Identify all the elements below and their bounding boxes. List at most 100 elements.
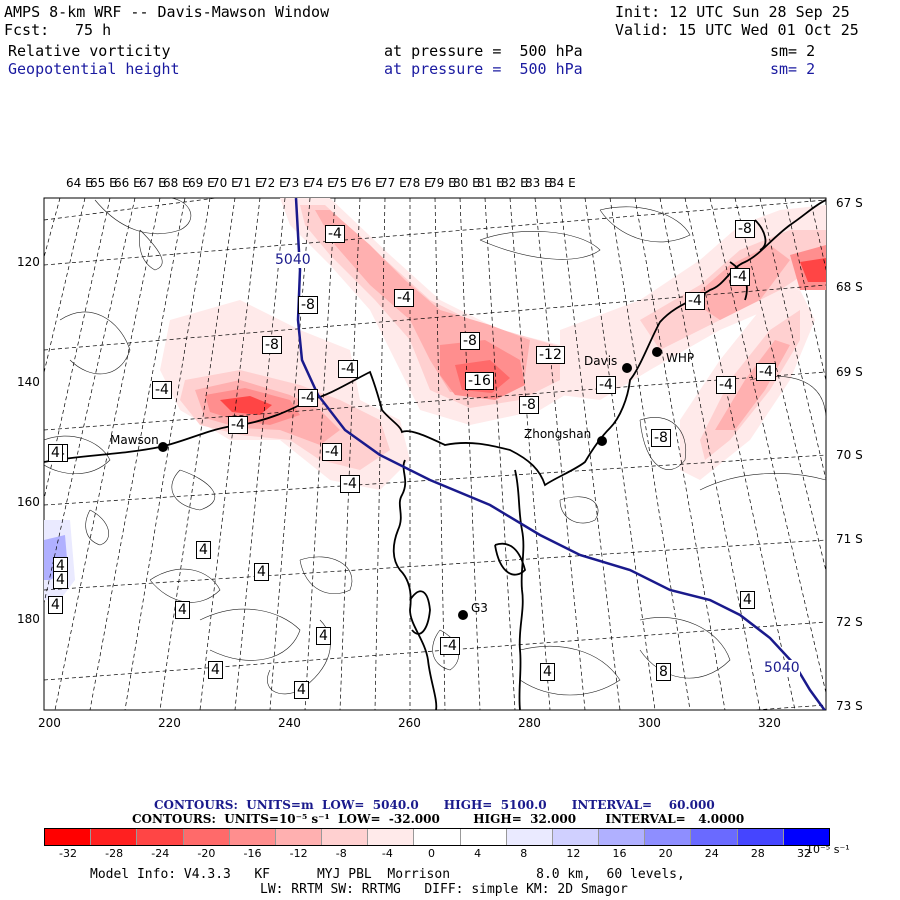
height-label: 5040 [275,252,311,268]
colorbar-swatch [91,829,138,845]
station-marker-zhongshan [597,436,607,446]
station-label-g3: G3 [471,601,488,615]
lon-label: 77 E [380,176,407,190]
colorbar-value: 20 [658,847,673,860]
colorbar-value: 24 [704,847,719,860]
vorticity-label: 4 [53,571,68,589]
lat-label: 73 S [836,699,863,713]
station-label-mawson: Mawson [110,433,159,447]
legend-height-contours: CONTOURS: UNITS=m LOW= 5040.0 HIGH= 5100… [154,798,715,812]
x-tick-label: 240 [278,716,301,730]
colorbar-swatch [783,829,829,845]
colorbar-swatch [137,829,184,845]
lon-label: 69 E [188,176,215,190]
x-tick-label: 280 [518,716,541,730]
lon-label: 81 E [477,176,504,190]
vorticity-label: -4 [716,376,736,394]
vorticity-label: -4 [338,360,358,378]
lon-label: 68 E [163,176,190,190]
y-tick-label: 120 [17,255,40,269]
field2-name: Geopotential height [8,60,180,78]
colorbar-swatch [460,829,507,845]
vorticity-label: -8 [735,220,755,238]
vorticity-label: 4 [196,541,211,559]
colorbar-swatch [322,829,369,845]
vorticity-label: 4 [254,563,269,581]
colorbar-swatch [737,829,784,845]
station-marker-g3 [458,610,468,620]
fcst-value: 75 h [75,21,112,39]
lon-label: 72 E [260,176,287,190]
vorticity-label: -8 [519,396,539,414]
vorticity-label: -4 [228,416,248,434]
field1-level: at pressure = 500 hPa [384,42,583,60]
lon-label: 73 E [284,176,311,190]
lat-label: 68 S [836,280,863,294]
init-time: Init: 12 UTC Sun 28 Sep 25 [615,3,850,21]
vorticity-label: -4 [730,268,750,286]
vorticity-label: -4 [298,389,318,407]
lon-label: 65 E [90,176,117,190]
model-physics: LW: RRTM SW: RRTMG DIFF: simple KM: 2D S… [260,882,628,897]
lon-label: 80 E [453,176,480,190]
height-label: 5040 [764,660,800,676]
colorbar-value: -8 [335,847,347,860]
station-label-whp: WHP [666,351,695,365]
vorticity-label: -12 [536,346,565,364]
height-contour-5040 [294,198,826,710]
vorticity-label: -4 [340,475,360,493]
lat-label: 69 S [836,365,863,379]
y-tick-label: 140 [17,375,40,389]
lat-label: 72 S [836,615,863,629]
vorticity-label: -8 [460,332,480,350]
colorbar-unit: 10⁻⁵ s⁻¹ [806,843,850,856]
lon-label: 78 E [405,176,432,190]
field1-name: Relative vorticity [8,42,171,60]
vorticity-fill [44,198,826,600]
vorticity-label: -8 [651,429,671,447]
x-tick-label: 300 [638,716,661,730]
colorbar-swatch [506,829,553,845]
vorticity-label: 4 [540,663,555,681]
colorbar-swatch [45,829,92,845]
vorticity-label: -4 [685,292,705,310]
colorbar-value: -24 [151,847,170,860]
vorticity-label: -4 [322,443,342,461]
x-tick-label: 220 [158,716,181,730]
colorbar-value: 4 [474,847,482,860]
x-tick-label: 200 [38,716,61,730]
field2-level: at pressure = 500 hPa [384,60,583,78]
map-content [44,198,826,710]
lon-label: 74 E [308,176,335,190]
vorticity-label: -4 [325,225,345,243]
meridians [44,198,826,710]
lat-label: 67 S [836,196,863,210]
colorbar-swatch [275,829,323,845]
vorticity-label: -4 [152,381,172,399]
colorbar-value: 12 [566,847,581,860]
coastline [44,199,826,710]
lon-label: 75 E [332,176,359,190]
vorticity-label: -4 [440,637,460,655]
colorbar-value: 16 [612,847,627,860]
vorticity-label: 4 [316,627,331,645]
y-tick-label: 180 [17,612,40,626]
colorbar-value: -28 [105,847,124,860]
fcst-label: Fcst: [4,21,50,39]
vorticity-label: 8 [656,663,671,681]
lon-label: 79 E [429,176,456,190]
lon-label: 71 E [236,176,263,190]
station-label-davis: Davis [584,354,618,368]
legend-vorticity-contours: CONTOURS: UNITS=10⁻⁵ s⁻¹ LOW= -32.000 HI… [132,812,745,826]
lon-label: 70 E [212,176,239,190]
colorbar [44,828,830,846]
vorticity-label: 4 [294,681,309,699]
colorbar-value: -20 [197,847,216,860]
colorbar-swatch [645,829,692,845]
vorticity-label: -4 [394,289,414,307]
colorbar-value: 28 [750,847,765,860]
colorbar-swatch [414,829,461,845]
vorticity-label: -4 [756,363,776,381]
colorbar-value: -4 [381,847,393,860]
